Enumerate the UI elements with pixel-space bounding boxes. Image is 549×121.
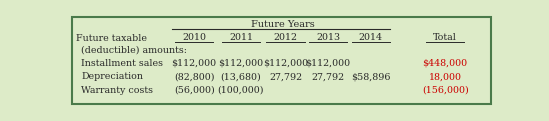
Text: $112,000: $112,000 xyxy=(306,59,351,68)
Text: 2010: 2010 xyxy=(182,33,206,42)
Text: 2014: 2014 xyxy=(358,33,383,42)
Text: $448,000: $448,000 xyxy=(423,59,468,68)
Text: Depreciation: Depreciation xyxy=(81,72,143,81)
Text: Future Years: Future Years xyxy=(250,20,314,29)
Text: Installment sales: Installment sales xyxy=(81,59,164,68)
Text: $112,000: $112,000 xyxy=(263,59,308,68)
Text: (13,680): (13,680) xyxy=(221,72,261,81)
Text: 27,792: 27,792 xyxy=(312,72,345,81)
Text: (156,000): (156,000) xyxy=(422,86,468,95)
Text: 27,792: 27,792 xyxy=(269,72,302,81)
Text: 2012: 2012 xyxy=(273,33,298,42)
Text: Future taxable: Future taxable xyxy=(76,34,147,43)
Text: (56,000): (56,000) xyxy=(174,86,215,95)
Text: (100,000): (100,000) xyxy=(218,86,264,95)
Text: $58,896: $58,896 xyxy=(351,72,390,81)
Text: Warranty costs: Warranty costs xyxy=(81,86,153,95)
Text: 2011: 2011 xyxy=(229,33,253,42)
Text: $112,000: $112,000 xyxy=(172,59,217,68)
Text: 2013: 2013 xyxy=(316,33,340,42)
Text: 18,000: 18,000 xyxy=(429,72,462,81)
Text: (82,800): (82,800) xyxy=(174,72,215,81)
Text: $112,000: $112,000 xyxy=(219,59,264,68)
FancyBboxPatch shape xyxy=(72,17,491,104)
Text: (deductible) amounts:: (deductible) amounts: xyxy=(81,46,187,55)
Text: Total: Total xyxy=(433,33,457,42)
